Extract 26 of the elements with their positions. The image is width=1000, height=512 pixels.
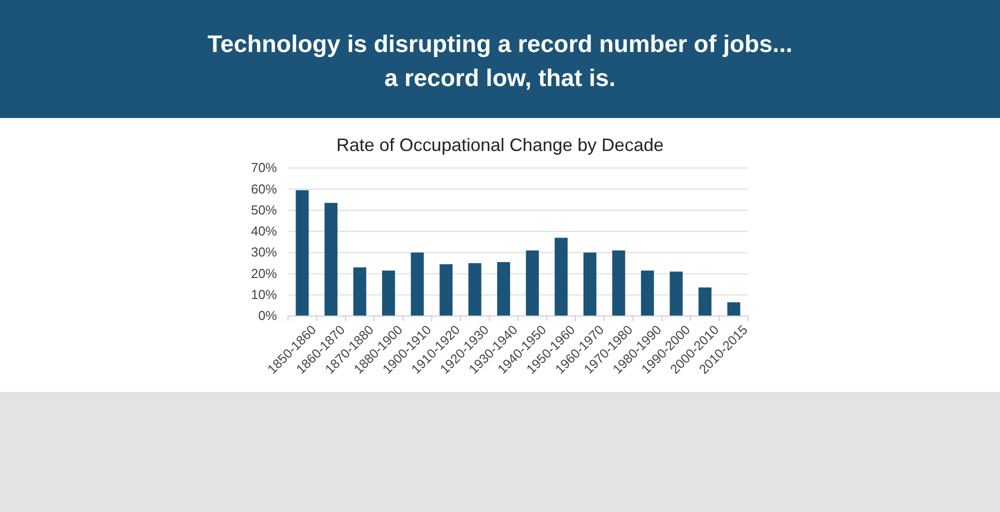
bar: [353, 267, 366, 316]
y-tick-label: 30%: [250, 244, 278, 260]
bar: [410, 252, 424, 316]
bar: [554, 238, 568, 316]
chart-title: Technology is disrupting a record number of jobs... a record low, that is.: [208, 31, 792, 92]
bar: [670, 272, 683, 316]
y-tick-label: 10%: [250, 287, 278, 302]
bar: [612, 250, 626, 316]
bar: [698, 287, 712, 316]
bar: [468, 263, 482, 316]
y-tick-label: 50%: [250, 202, 278, 218]
bar: [497, 262, 510, 316]
chart-subtitle: Rate of Occupational Change by Decade: [336, 135, 664, 155]
y-tick-label: 40%: [250, 224, 278, 239]
bar: [296, 190, 309, 316]
bar: [382, 270, 396, 316]
y-tick-label: 60%: [250, 181, 278, 196]
bar: [583, 252, 596, 316]
bar: [440, 264, 453, 316]
y-tick-label: 70%: [250, 160, 278, 176]
bar: [324, 202, 338, 316]
bar: [640, 270, 654, 316]
y-tick-label: 20%: [250, 266, 278, 281]
y-tick-label: 0%: [258, 308, 278, 324]
bar: [526, 250, 539, 316]
bar: [727, 302, 740, 316]
